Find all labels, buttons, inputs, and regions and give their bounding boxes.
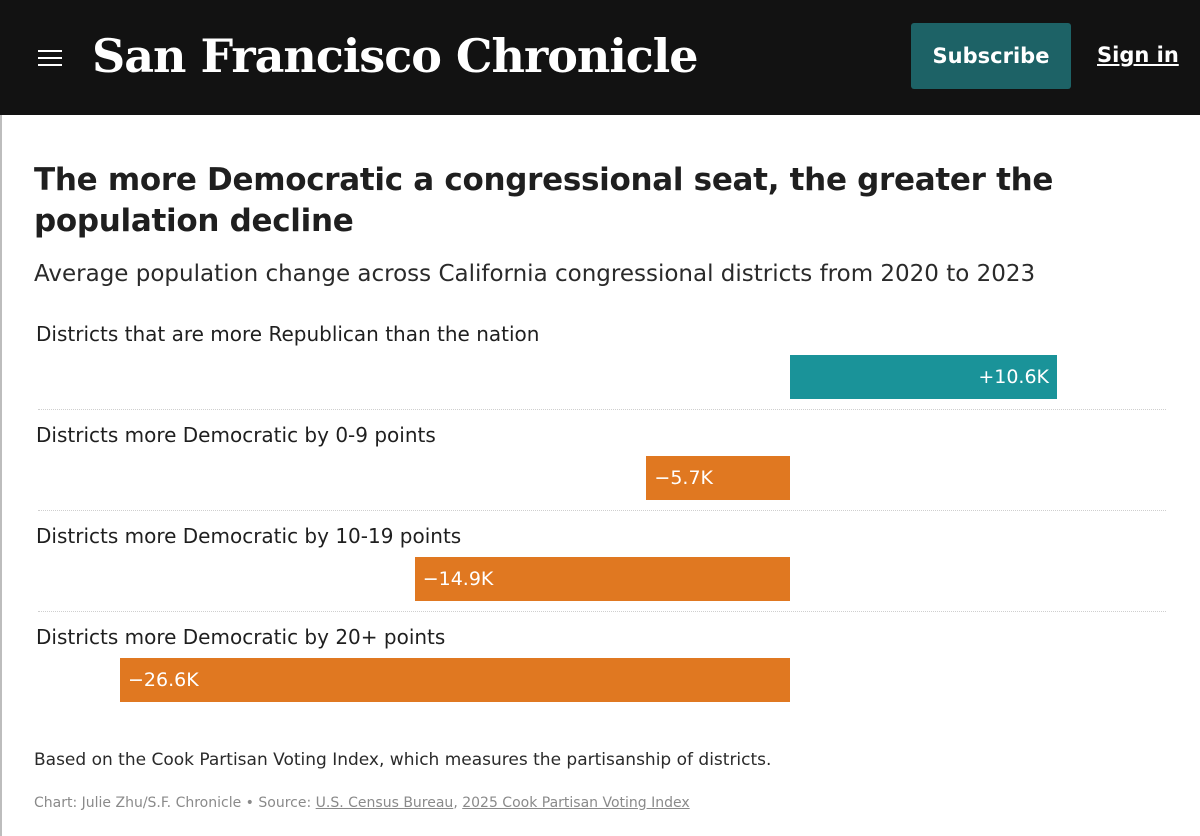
row-divider xyxy=(38,409,1166,410)
bar xyxy=(646,456,790,500)
bar-value-label: −5.7K xyxy=(654,467,714,489)
chart-subtitle: Average population change across Califor… xyxy=(34,261,1036,287)
menu-icon[interactable] xyxy=(38,50,62,66)
bar xyxy=(790,355,1057,399)
source-separator: , xyxy=(453,795,463,811)
category-label: Districts more Democratic by 10-19 point… xyxy=(36,524,462,548)
source-link-census[interactable]: U.S. Census Bureau xyxy=(315,795,454,811)
sign-in-link[interactable]: Sign in xyxy=(1097,43,1179,67)
row-divider xyxy=(38,611,1166,612)
subscribe-button[interactable]: Subscribe xyxy=(911,23,1071,89)
bar-value-label: +10.6K xyxy=(978,366,1049,388)
source-link-cook-pvi[interactable]: 2025 Cook Partisan Voting Index xyxy=(462,795,690,811)
bar xyxy=(120,658,790,702)
row-divider xyxy=(38,510,1166,511)
chart-title: The more Democratic a congressional seat… xyxy=(34,162,1054,239)
credit-separator: • xyxy=(241,795,259,811)
frame-divider xyxy=(0,115,2,836)
category-label: Districts that are more Republican than … xyxy=(36,322,540,346)
credit-byline: Chart: Julie Zhu/S.F. Chronicle xyxy=(34,795,242,811)
site-header: San Francisco Chronicle Subscribe Sign i… xyxy=(0,0,1200,115)
bar xyxy=(414,557,790,601)
site-logo[interactable]: San Francisco Chronicle xyxy=(92,29,699,83)
bar-value-label: −26.6K xyxy=(128,669,199,691)
chart-credit: Chart: Julie Zhu/S.F. Chronicle • Source… xyxy=(34,792,690,814)
category-label: Districts more Democratic by 0-9 points xyxy=(36,423,436,447)
source-prefix: Source: xyxy=(258,795,316,811)
methodology-note: Based on the Cook Partisan Voting Index,… xyxy=(34,750,772,770)
bar-value-label: −14.9K xyxy=(422,568,494,590)
category-label: Districts more Democratic by 20+ points xyxy=(36,625,446,649)
